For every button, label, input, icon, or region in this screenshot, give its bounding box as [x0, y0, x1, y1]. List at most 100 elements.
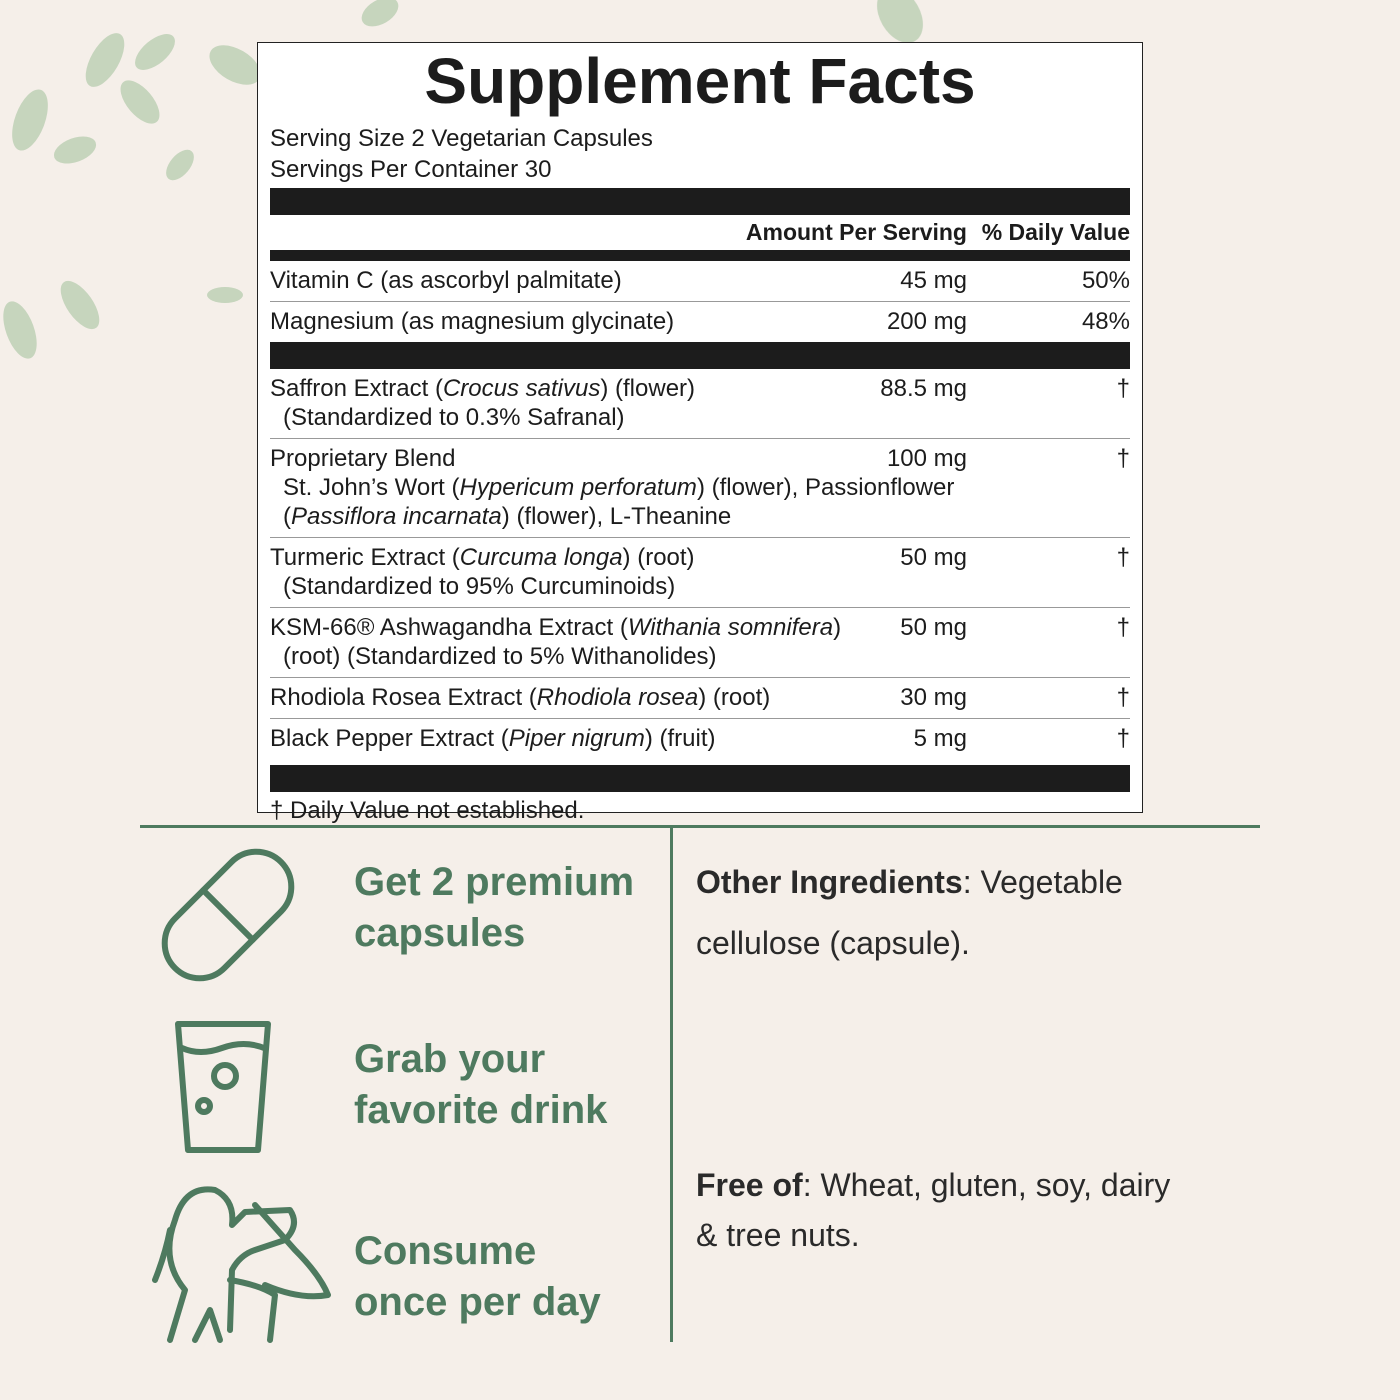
- text: (root) (Standardized to 5% Withanolides): [283, 643, 717, 670]
- ingredient-name: (root) (Standardized to 5% Withanolides): [270, 642, 1130, 671]
- daily-value: †: [1116, 684, 1130, 711]
- step-text: Grab your favorite drink: [354, 1034, 607, 1136]
- ingredient-name: (Passiflora incarnata) (flower), L-Thean…: [270, 502, 1130, 531]
- text: Vitamin C (as ascorbyl palmitate): [270, 267, 622, 294]
- rule: [270, 765, 1130, 792]
- text: : Vegetable: [962, 864, 1123, 900]
- text: ): [833, 614, 842, 641]
- daily-value: 48%: [1081, 308, 1130, 335]
- text: (Standardized to 95% Curcuminoids): [283, 573, 676, 600]
- ingredient-name: (Standardized to 0.3% Safranal): [270, 403, 1130, 432]
- ingredient-row: Proprietary Blend St. John’s Wort (Hyperi…: [270, 439, 1130, 538]
- step-line: Grab your: [354, 1037, 546, 1081]
- step-line: once per day: [354, 1280, 601, 1324]
- bold-text: Other Ingredients: [696, 864, 963, 900]
- amount: 88.5 mg: [880, 375, 967, 402]
- italic-text: Withania somnifera: [627, 614, 834, 641]
- daily-value: †: [1116, 544, 1130, 571]
- amount: 200 mg: [886, 308, 967, 335]
- ingredient-row: Saffron Extract (Crocus sativus) (flower…: [270, 369, 1130, 439]
- ingredient-name: St. John’s Wort (Hypericum perforatum) (…: [270, 473, 1130, 502]
- italic-text: Piper nigrum: [508, 725, 645, 752]
- ingredient-name: Magnesium (as magnesium glycinate): [270, 307, 1130, 336]
- step-text: Consume once per day: [354, 1226, 601, 1328]
- text: St. John’s Wort (: [283, 474, 460, 501]
- ingredient-row: Turmeric Extract (Curcuma longa) (root)(…: [270, 538, 1130, 608]
- italic-text: Rhodiola rosea: [536, 684, 699, 711]
- ingredient-name: Turmeric Extract (Curcuma longa) (root): [270, 543, 1130, 572]
- info-line: Other Ingredients: Vegetable: [696, 852, 1123, 913]
- daily-value: 50%: [1081, 267, 1130, 294]
- ingredient-row: Black Pepper Extract (Piper nigrum) (fru…: [270, 719, 1130, 759]
- ingredient-name: Black Pepper Extract (Piper nigrum) (fru…: [270, 724, 1130, 753]
- text: Magnesium (as magnesium glycinate): [270, 308, 675, 335]
- amount: 45 mg: [900, 267, 967, 294]
- italic-text: Curcuma longa: [459, 544, 623, 571]
- italic-text: Hypericum perforatum: [459, 474, 697, 501]
- rows: Vitamin C (as ascorbyl palmitate) 45 mg 50…: [270, 261, 1130, 792]
- step-line: Get 2 premium: [354, 860, 635, 904]
- divider: [140, 825, 1260, 828]
- daily-value: †: [1116, 725, 1130, 752]
- text: ) (root): [698, 684, 771, 711]
- step-text: Get 2 premium capsules: [354, 857, 634, 959]
- daily-value: †: [1116, 445, 1130, 472]
- ingredient-name: KSM-66® Ashwagandha Extract (Withania so…: [270, 613, 1130, 642]
- text: cellulose (capsule).: [696, 925, 970, 961]
- title: Supplement Facts: [424, 45, 976, 117]
- ingredient-name: Rhodiola Rosea Extract (Rhodiola rosea) …: [270, 683, 1130, 712]
- italic-text: Crocus sativus: [442, 375, 601, 402]
- step-line: Consume: [354, 1229, 537, 1273]
- ingredient-row: Vitamin C (as ascorbyl palmitate) 45 mg 50…: [270, 261, 1130, 302]
- italic-text: Passiflora incarnata: [291, 503, 502, 530]
- text: Rhodiola Rosea Extract (: [270, 684, 537, 711]
- step-line: favorite drink: [354, 1088, 608, 1132]
- text: Saffron Extract (: [270, 375, 443, 402]
- text: ) (flower), L-Theanine: [501, 503, 732, 530]
- facts-panel: Supplement Facts Serving Size 2 Vegetari…: [257, 42, 1143, 824]
- column-title: % Daily Value: [981, 219, 1130, 245]
- info-line: & tree nuts.: [696, 1210, 1170, 1260]
- amount: 100 mg: [886, 445, 967, 472]
- ingredient-row: Rhodiola Rosea Extract (Rhodiola rosea) …: [270, 678, 1130, 719]
- serving-size: Serving Size 2 Vegetarian Capsules: [270, 125, 653, 152]
- info-text: Free of: Wheat, gluten, soy, dairy & tree…: [696, 1160, 1170, 1260]
- rule: [270, 342, 1130, 369]
- text: KSM-66® Ashwagandha Extract (: [270, 614, 628, 641]
- daily-value: †: [1116, 375, 1130, 402]
- ingredient-name: Proprietary Blend: [270, 444, 1130, 473]
- info-line: Free of: Wheat, gluten, soy, dairy: [696, 1160, 1170, 1210]
- column-title: Amount Per Serving: [745, 219, 967, 245]
- amount: 50 mg: [900, 614, 967, 641]
- text: (Standardized to 0.3% Safranal): [283, 404, 625, 431]
- ingredient-name: Saffron Extract (Crocus sativus) (flower…: [270, 374, 1130, 403]
- text: Proprietary Blend: [270, 445, 456, 472]
- ingredient-row: KSM-66® Ashwagandha Extract (Withania so…: [270, 608, 1130, 678]
- text: & tree nuts.: [696, 1217, 860, 1253]
- text: ) (flower), Passionflower: [696, 474, 955, 501]
- footnote: † Daily Value not established.: [270, 797, 585, 824]
- rule: [270, 250, 1130, 261]
- amount: 50 mg: [900, 544, 967, 571]
- ingredient-name: Vitamin C (as ascorbyl palmitate): [270, 266, 1130, 295]
- text: Turmeric Extract (: [270, 544, 460, 571]
- bold-text: Free of: [696, 1167, 803, 1203]
- text: ) (flower): [600, 375, 696, 402]
- text: ) (root): [622, 544, 695, 571]
- amount: 5 mg: [913, 725, 967, 752]
- ingredient-name: (Standardized to 95% Curcuminoids): [270, 572, 1130, 601]
- text: ) (fruit): [644, 725, 716, 752]
- amount: 30 mg: [900, 684, 967, 711]
- servings-per-container: Servings Per Container 30: [270, 156, 552, 183]
- info-line: cellulose (capsule).: [696, 913, 1123, 974]
- rule: [270, 188, 1130, 215]
- step-line: capsules: [354, 911, 526, 955]
- daily-value: †: [1116, 614, 1130, 641]
- text: Black Pepper Extract (: [270, 725, 509, 752]
- info-text: Other Ingredients: Vegetable cellulose (c…: [696, 852, 1123, 974]
- divider: [670, 826, 673, 1342]
- ingredient-row: Magnesium (as magnesium glycinate) 200 mg…: [270, 302, 1130, 342]
- text: (: [283, 503, 291, 530]
